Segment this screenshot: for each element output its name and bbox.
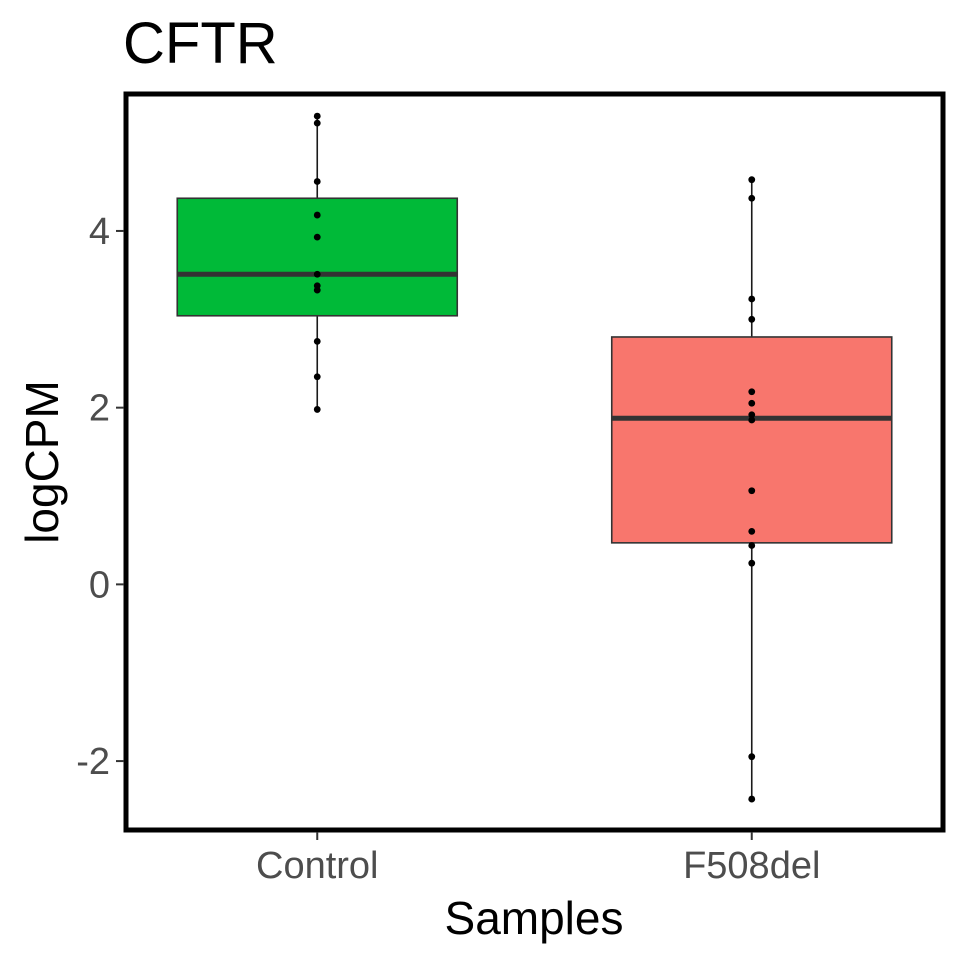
data-point-f508del-12 — [748, 753, 756, 761]
y-tick-label: 2 — [89, 388, 110, 430]
data-point-f508del-13 — [748, 795, 756, 803]
data-point-f508del-1 — [748, 194, 756, 202]
y-tick-label: 0 — [89, 564, 110, 606]
data-point-f508del-3 — [748, 315, 756, 323]
y-tick-label: -2 — [76, 741, 110, 783]
data-point-f508del-7 — [748, 416, 756, 424]
x-axis-title: Samples — [445, 892, 624, 944]
box-f508del — [610, 336, 893, 544]
data-point-f508del-4 — [748, 388, 756, 396]
data-point-f508del-10 — [748, 542, 756, 549]
y-tick-label: 4 — [89, 211, 110, 253]
data-point-f508del-11 — [748, 559, 756, 567]
data-point-control-2 — [313, 178, 321, 185]
data-point-f508del-5 — [748, 399, 756, 407]
chart-title: CFTR — [123, 11, 278, 76]
x-tick-label: Control — [256, 845, 379, 887]
data-point-control-9 — [313, 373, 321, 381]
data-point-control-3 — [313, 211, 321, 219]
data-point-control-1 — [313, 119, 321, 127]
data-point-f508del-2 — [748, 295, 756, 303]
plot-area — [176, 112, 893, 803]
data-point-f508del-8 — [748, 487, 756, 495]
data-point-control-4 — [313, 233, 321, 241]
plot-border — [123, 91, 946, 833]
data-point-control-10 — [313, 406, 321, 413]
data-point-control-8 — [313, 337, 321, 345]
data-point-control-5 — [313, 270, 321, 278]
x-tick-label: F508del — [683, 845, 820, 887]
data-point-f508del-6 — [748, 411, 756, 419]
axes: -2 0 2 4 Control F508del — [76, 211, 820, 887]
data-point-f508del-9 — [748, 527, 756, 535]
data-point-f508del-0 — [748, 176, 756, 184]
y-axis-title: logCPM — [16, 380, 68, 544]
data-point-control-7 — [313, 286, 321, 294]
data-point-control-0 — [313, 112, 321, 120]
